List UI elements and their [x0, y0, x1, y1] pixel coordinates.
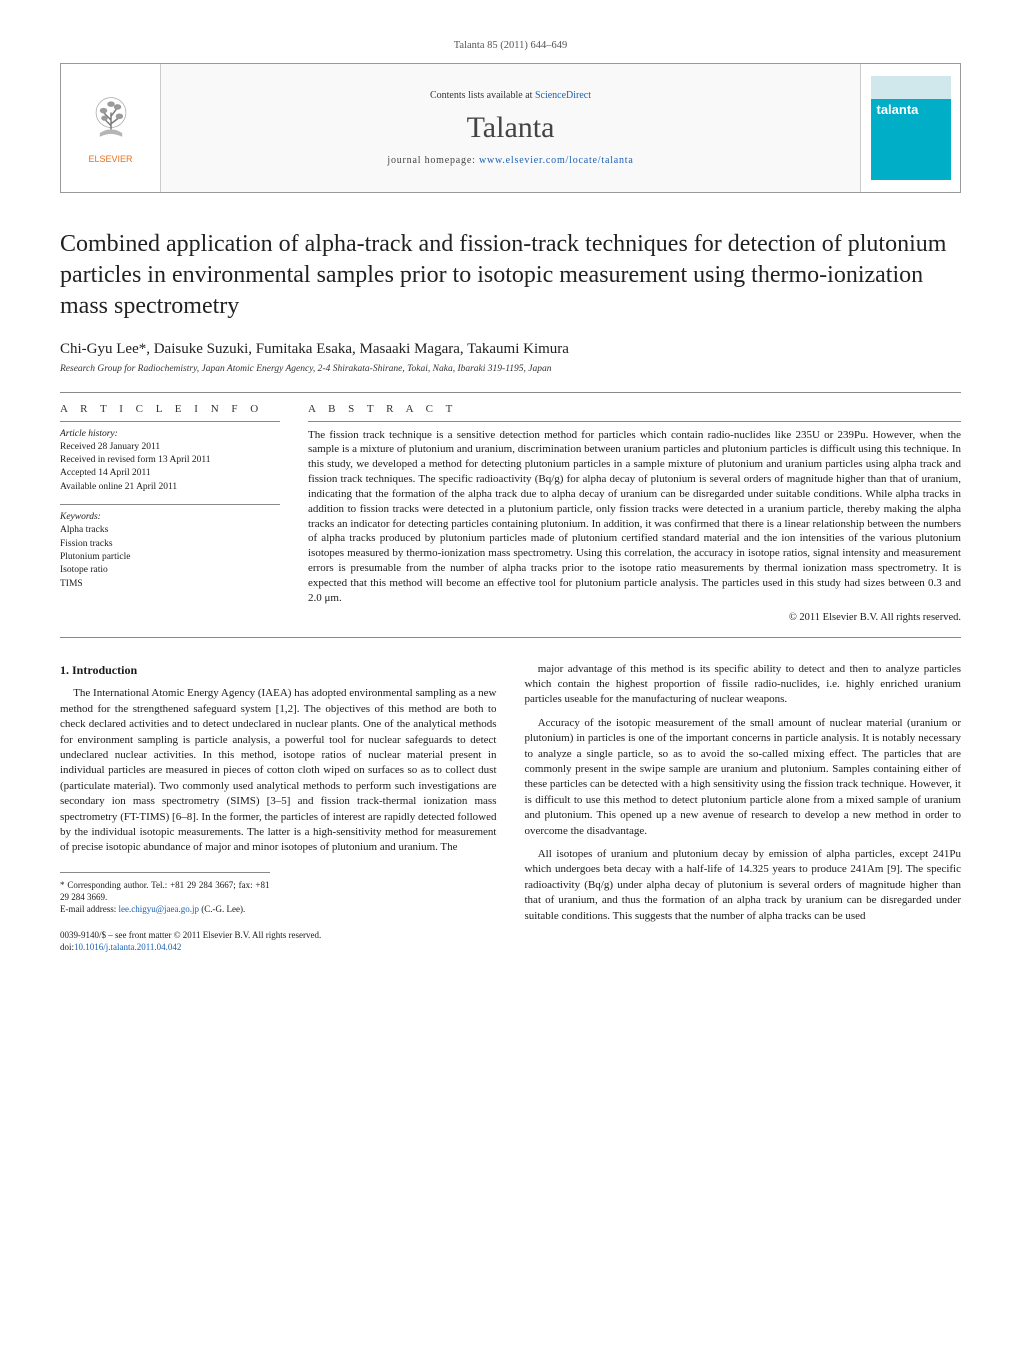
- abstract-copyright: © 2011 Elsevier B.V. All rights reserved…: [308, 612, 961, 623]
- keyword-item: Isotope ratio: [60, 564, 280, 577]
- publisher-logo-box: ELSEVIER: [61, 64, 161, 192]
- article-info-column: A R T I C L E I N F O Article history: R…: [60, 403, 280, 623]
- introduction-heading: 1. Introduction: [60, 662, 497, 679]
- footnotes: * Corresponding author. Tel.: +81 29 284…: [60, 872, 270, 915]
- abstract-text: The fission track technique is a sensiti…: [308, 421, 961, 606]
- email-suffix: (C.-G. Lee).: [201, 904, 245, 914]
- elsevier-tree-icon: [83, 92, 139, 148]
- cover-title-text: talanta: [877, 102, 919, 117]
- abstract-head: A B S T R A C T: [308, 403, 961, 415]
- elsevier-logo: ELSEVIER: [83, 92, 139, 164]
- email-label: E-mail address:: [60, 904, 116, 914]
- history-received: Received 28 January 2011: [60, 441, 280, 454]
- journal-homepage-link[interactable]: www.elsevier.com/locate/talanta: [479, 155, 634, 166]
- info-abstract-row: A R T I C L E I N F O Article history: R…: [60, 403, 961, 623]
- journal-name: Talanta: [467, 111, 555, 145]
- cover-thumb-box: talanta: [860, 64, 960, 192]
- history-label: Article history:: [60, 428, 280, 441]
- keyword-item: Plutonium particle: [60, 551, 280, 564]
- keywords-label: Keywords:: [60, 511, 280, 524]
- intro-paragraph: The International Atomic Energy Agency (…: [60, 686, 497, 855]
- homepage-prefix: journal homepage:: [387, 155, 479, 166]
- body-col-left: 1. Introduction The International Atomic…: [60, 662, 497, 954]
- intro-paragraph: major advantage of this method is its sp…: [525, 662, 962, 708]
- doi-line: doi:10.1016/j.talanta.2011.04.042: [60, 941, 497, 953]
- banner-center: Contents lists available at ScienceDirec…: [161, 64, 860, 192]
- contents-prefix: Contents lists available at: [430, 90, 535, 101]
- corresponding-email-link[interactable]: lee.chigyu@jaea.go.jp: [118, 904, 199, 914]
- email-line: E-mail address: lee.chigyu@jaea.go.jp (C…: [60, 903, 270, 915]
- article-history-block: Article history: Received 28 January 201…: [60, 421, 280, 494]
- intro-paragraph: Accuracy of the isotopic measurement of …: [525, 716, 962, 839]
- history-online: Available online 21 April 2011: [60, 481, 280, 494]
- keywords-block: Keywords: Alpha tracks Fission tracks Pl…: [60, 504, 280, 591]
- publisher-name: ELSEVIER: [83, 154, 139, 164]
- article-title: Combined application of alpha-track and …: [60, 229, 961, 323]
- sciencedirect-link[interactable]: ScienceDirect: [535, 90, 591, 101]
- divider: [60, 392, 961, 393]
- corresponding-author-note: * Corresponding author. Tel.: +81 29 284…: [60, 879, 270, 903]
- front-matter-meta: 0039-9140/$ – see front matter © 2011 El…: [60, 929, 497, 953]
- keyword-item: Fission tracks: [60, 538, 280, 551]
- body-col-right: major advantage of this method is its sp…: [525, 662, 962, 954]
- divider: [60, 637, 961, 638]
- running-head: Talanta 85 (2011) 644–649: [60, 40, 961, 51]
- journal-cover-thumbnail: talanta: [871, 76, 951, 180]
- history-revised: Received in revised form 13 April 2011: [60, 454, 280, 467]
- intro-paragraph: All isotopes of uranium and plutonium de…: [525, 847, 962, 924]
- abstract-column: A B S T R A C T The fission track techni…: [308, 403, 961, 623]
- issn-copyright-line: 0039-9140/$ – see front matter © 2011 El…: [60, 929, 497, 941]
- doi-label: doi:: [60, 942, 74, 952]
- keyword-item: Alpha tracks: [60, 524, 280, 537]
- affiliation: Research Group for Radiochemistry, Japan…: [60, 364, 961, 374]
- body-columns: 1. Introduction The International Atomic…: [60, 662, 961, 954]
- author-list: Chi-Gyu Lee*, Daisuke Suzuki, Fumitaka E…: [60, 341, 961, 358]
- journal-banner: ELSEVIER Contents lists available at Sci…: [60, 63, 961, 193]
- keyword-item: TIMS: [60, 578, 280, 591]
- article-info-head: A R T I C L E I N F O: [60, 403, 280, 415]
- journal-homepage-line: journal homepage: www.elsevier.com/locat…: [387, 155, 633, 166]
- contents-available-line: Contents lists available at ScienceDirec…: [430, 90, 591, 101]
- history-accepted: Accepted 14 April 2011: [60, 467, 280, 480]
- doi-link[interactable]: 10.1016/j.talanta.2011.04.042: [74, 942, 181, 952]
